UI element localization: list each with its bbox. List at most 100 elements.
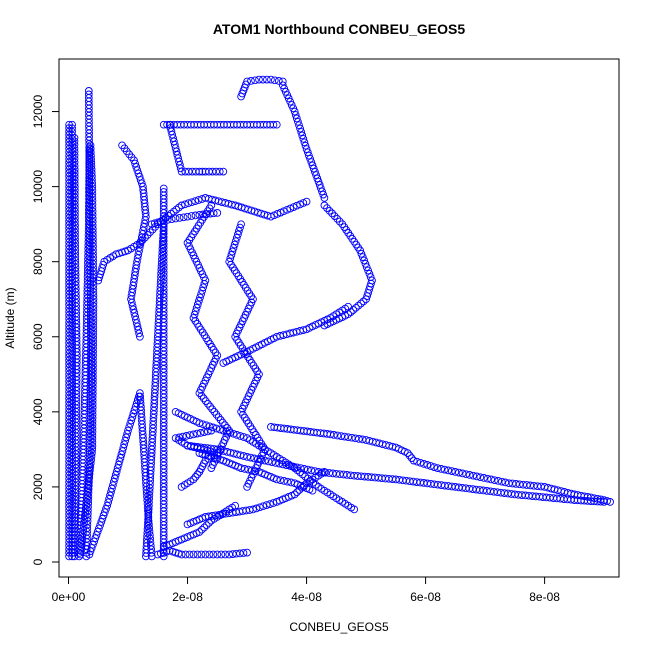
data-point: [330, 431, 338, 439]
data-point: [214, 413, 223, 422]
data-point: [407, 454, 416, 462]
data-point: [111, 471, 120, 479]
data-point: [603, 497, 611, 505]
data-point: [311, 480, 320, 489]
data-point: [218, 418, 227, 427]
data-point: [279, 207, 288, 216]
data-point: [321, 468, 330, 477]
data-point: [191, 307, 200, 316]
data-point: [420, 460, 428, 468]
data-point: [187, 442, 195, 451]
data-point: [303, 465, 312, 474]
data-point: [233, 431, 241, 439]
data-point: [99, 511, 108, 520]
data-point: [316, 184, 325, 192]
data-point: [261, 456, 269, 465]
data-point: [205, 519, 213, 527]
data-point: [198, 420, 207, 429]
data-point: [215, 167, 224, 176]
data-point: [472, 472, 481, 481]
data-point: [326, 430, 335, 439]
data-point: [91, 534, 100, 543]
data-point: [290, 107, 299, 116]
data-point: [121, 436, 130, 445]
y-tick-label: 4000: [31, 398, 45, 425]
data-point: [175, 203, 183, 212]
data-point: [364, 266, 372, 275]
data-point: [169, 207, 178, 216]
x-tick-label: 8e-08: [529, 590, 560, 604]
data-point: [181, 550, 190, 559]
data-point: [227, 251, 236, 259]
data-point: [112, 467, 121, 476]
data-point: [117, 450, 126, 459]
data-point: [136, 332, 144, 341]
data-point: [182, 432, 191, 440]
data-point: [231, 501, 240, 510]
data-point: [97, 518, 106, 526]
data-point: [134, 169, 143, 178]
data-point: [203, 427, 212, 436]
data-point: [295, 121, 303, 130]
data-point: [275, 459, 284, 468]
data-point: [108, 484, 116, 493]
data-point: [330, 212, 339, 220]
data-point: [413, 457, 421, 466]
data-point: [319, 190, 328, 199]
data-point: [190, 310, 199, 319]
data-point: [296, 464, 305, 472]
data-point: [293, 463, 301, 472]
data-point: [199, 283, 208, 292]
chart-title: ATOM1 Northbound CONBEU_GEOS5: [213, 21, 465, 37]
data-point: [268, 458, 276, 466]
data-point: [494, 477, 503, 485]
data-point: [315, 181, 324, 189]
data-point: [99, 260, 108, 269]
data-point: [363, 292, 371, 300]
data-point: [132, 163, 141, 171]
data-point: [335, 217, 344, 226]
data-point: [308, 486, 317, 495]
data-point: [357, 249, 366, 258]
data-point: [104, 498, 113, 507]
data-point: [301, 141, 310, 150]
data-point: [270, 211, 278, 220]
data-point: [232, 233, 241, 242]
data-point: [198, 286, 207, 295]
data-point: [259, 502, 268, 511]
data-point: [497, 477, 506, 486]
data-point: [332, 469, 341, 478]
x-tick-label: 0e+00: [52, 590, 86, 604]
data-point: [272, 120, 281, 129]
data-point: [177, 550, 186, 559]
data-point: [455, 468, 463, 477]
data-point: [359, 297, 368, 306]
data-point: [207, 426, 216, 435]
data-point: [300, 465, 309, 473]
data-point: [480, 474, 488, 482]
data-point: [93, 527, 102, 536]
x-tick-label: 4e-08: [291, 590, 322, 604]
data-point: [283, 477, 292, 486]
data-point: [357, 299, 365, 308]
data-point: [125, 423, 133, 432]
data-point: [171, 214, 180, 223]
data-point: [433, 464, 442, 472]
data-point: [343, 471, 351, 479]
data-point: [409, 456, 418, 465]
data-point: [189, 550, 198, 559]
y-tick-label: 12000: [31, 95, 45, 129]
data-point: [323, 204, 331, 212]
data-point: [84, 87, 93, 95]
data-point: [286, 204, 295, 213]
data-point: [126, 419, 135, 428]
data-point: [208, 405, 217, 414]
y-tick-label: 6000: [31, 323, 45, 350]
data-point: [163, 215, 172, 224]
data-point: [298, 131, 307, 140]
data-point: [216, 416, 225, 424]
data-point: [239, 549, 248, 557]
y-axis: 0 2000 4000 6000 8000 10000 12000: [31, 95, 60, 565]
data-point: [600, 498, 608, 506]
data-point: [426, 462, 435, 470]
